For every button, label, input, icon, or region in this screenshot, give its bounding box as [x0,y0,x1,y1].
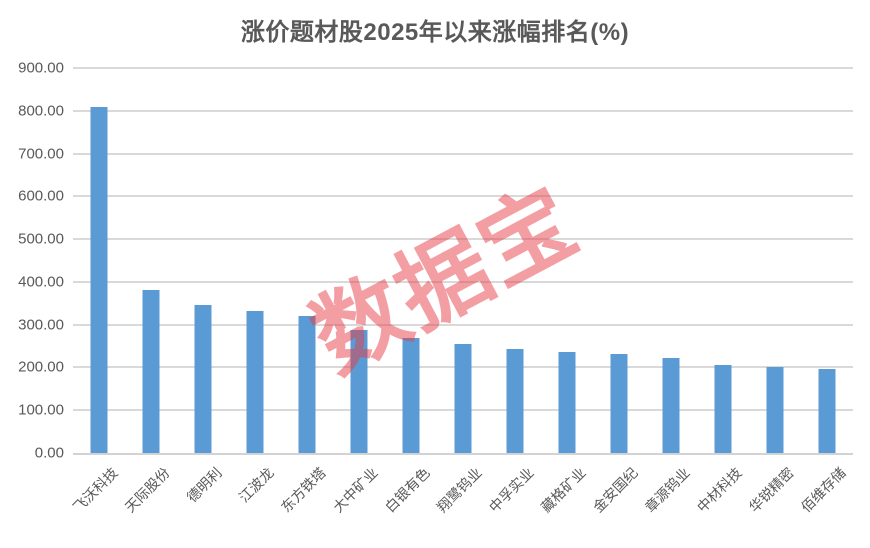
bar-章源钨业 [662,358,680,453]
gridline [73,238,853,241]
bar-大中矿业 [350,329,368,453]
plot-area [73,67,853,455]
x-axis: 飞沃科技 天际股份 德明利 江波龙 东方铁塔 大中矿业 白银有色 翔鹭钨业 中孚实业 藏格矿业 金安… [69,464,849,516]
bar-藏格矿业 [558,351,576,453]
bar-江波龙 [246,310,264,453]
gridline [73,280,853,283]
y-axis-label: 200.00 [18,358,64,376]
y-axis-label: 500.00 [18,230,64,248]
y-axis-label: 300.00 [18,316,64,334]
bar-白银有色 [402,338,420,453]
y-axis-label: 100.00 [18,401,64,419]
y-axis-label: 700.00 [18,145,64,163]
chart-title: 涨价题材股2025年以来涨幅排名(%) [240,19,630,46]
y-axis-label: 0.00 [34,444,64,462]
bar-金安国纪 [610,354,628,453]
y-axis-label: 900.00 [18,59,64,77]
y-axis: 0.00 100.00 200.00 300.00 400.00 500.00 600.00… [0,60,64,462]
y-axis-label: 600.00 [18,187,64,205]
bar-佰维存储 [818,368,836,453]
bar-东方铁塔 [298,315,316,453]
bar-天际股份 [142,290,160,453]
y-axis-label: 400.00 [18,273,64,291]
bar-飞沃科技 [90,107,108,453]
bar-德明利 [194,305,212,453]
bar-中孚实业 [506,349,524,453]
gridline [73,323,853,326]
gridline [73,109,853,112]
y-axis-label: 800.00 [18,102,64,120]
gridline [73,67,853,69]
bar-华锐精密 [766,367,784,453]
gridline [73,195,853,198]
bar-中材科技 [714,364,732,453]
bar-翔鹭钨业 [454,343,472,453]
gridline [73,152,853,155]
